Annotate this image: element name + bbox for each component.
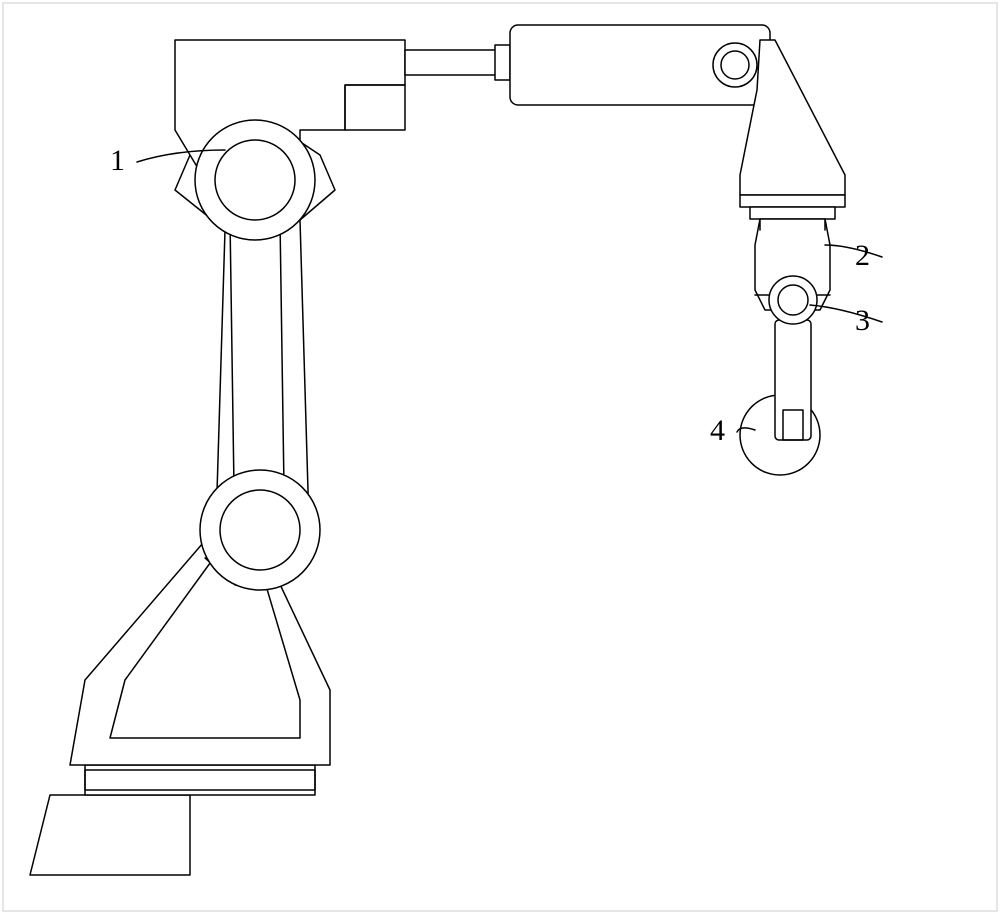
- connector-rod: [405, 50, 500, 75]
- label-4: 4: [710, 414, 725, 447]
- label-3: 3: [855, 304, 870, 337]
- robot-arm-diagram: 1 2 3 4: [0, 0, 1000, 914]
- label-2: 2: [855, 239, 870, 272]
- wrist-plate: [740, 195, 845, 207]
- base-trapezoid: [30, 795, 190, 875]
- label-1: 1: [110, 144, 125, 177]
- leader-line-2: [825, 245, 882, 257]
- tool-arm: [775, 320, 811, 440]
